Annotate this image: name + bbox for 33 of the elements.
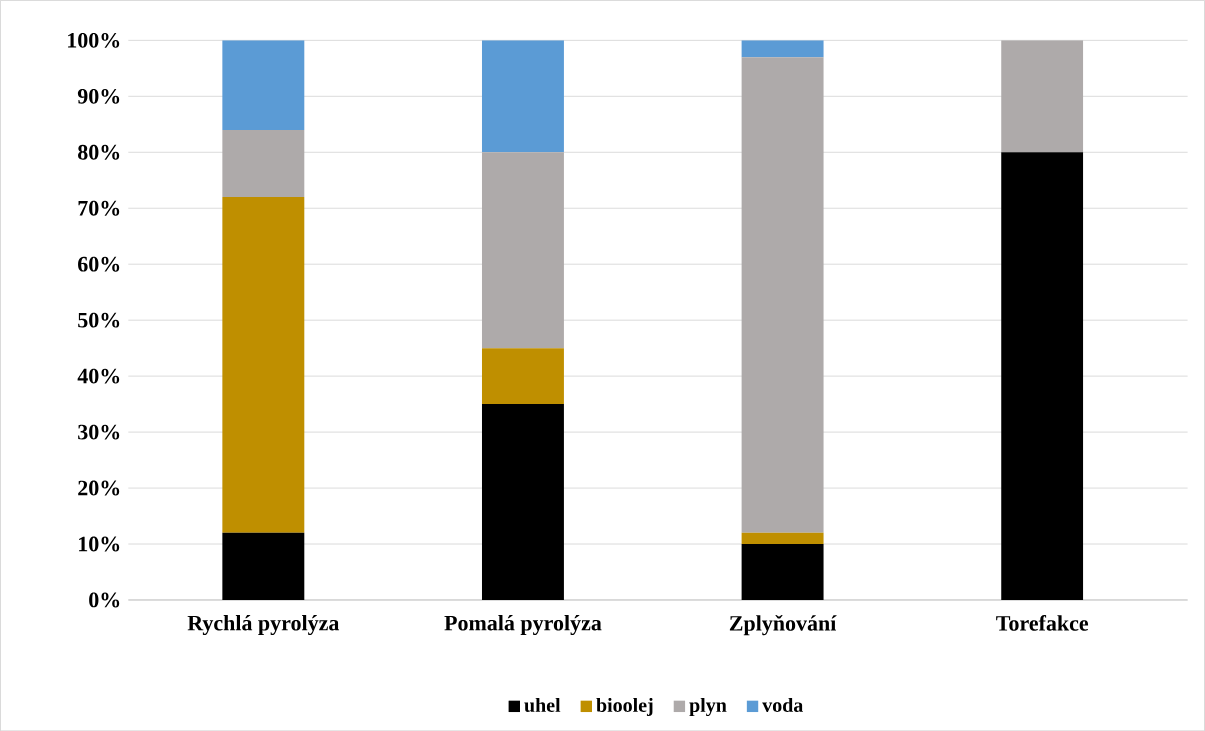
bar (741, 40, 824, 58)
legend-label: plyn (689, 697, 727, 716)
bar (481, 403, 564, 600)
y-tick-label: 60% (78, 256, 120, 272)
bar (222, 532, 305, 600)
bar (481, 348, 564, 404)
legend-label: voda (762, 697, 804, 712)
bar (1001, 40, 1084, 153)
y-tick-label: 90% (77, 88, 120, 104)
bar (741, 57, 824, 533)
bar (741, 532, 824, 544)
y-tick-label: 30% (78, 424, 120, 440)
bar (481, 152, 564, 349)
y-tick-label: 100% (68, 32, 120, 48)
bar (481, 40, 564, 153)
y-tick-label: 80% (78, 144, 120, 160)
x-tick-label: Pomalá pyrolýza (444, 614, 602, 635)
x-tick-label: Torefakce (996, 614, 1089, 631)
y-tick-label: 10% (79, 536, 120, 552)
legend-label: bioolej (596, 697, 653, 716)
bar (741, 543, 824, 600)
bar (222, 40, 305, 130)
bar (222, 129, 305, 197)
y-tick-label: 0% (89, 592, 120, 608)
y-tick-label: 20% (78, 480, 120, 496)
legend-label: uhel (524, 697, 561, 712)
bar (222, 196, 305, 533)
x-tick-label: Zplyňování (729, 614, 837, 636)
y-tick-label: 50% (78, 312, 120, 328)
y-tick-label: 70% (78, 200, 120, 216)
y-tick-label: 40% (77, 368, 120, 384)
x-tick-label: Rychlá pyrolýza (187, 614, 340, 635)
bar (1001, 152, 1084, 600)
